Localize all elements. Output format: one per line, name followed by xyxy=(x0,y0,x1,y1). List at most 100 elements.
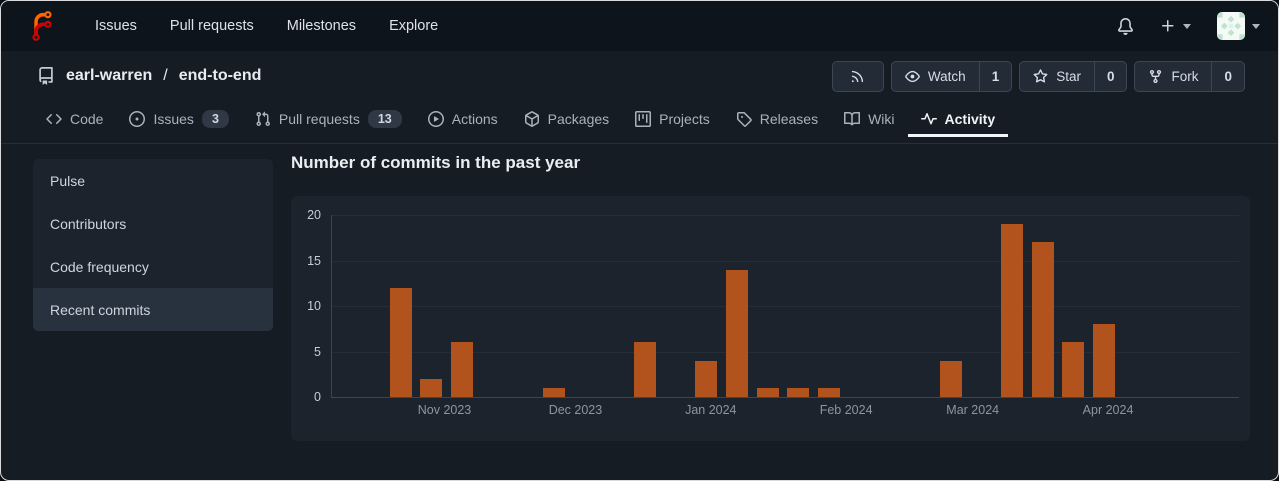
commit-bar[interactable] xyxy=(939,360,962,397)
nav-link-milestones[interactable]: Milestones xyxy=(286,18,357,34)
tab-issues[interactable]: Issues 3 xyxy=(116,101,241,137)
x-axis-month-label: Dec 2023 xyxy=(548,403,603,417)
nav-link-explore[interactable]: Explore xyxy=(389,18,439,34)
repo-action-buttons: Watch 1 Star 0 Fork xyxy=(831,60,1245,92)
nav-link-pull-requests[interactable]: Pull requests xyxy=(169,18,254,34)
repo-separator: / xyxy=(163,67,168,84)
sidebar-item-code-frequency[interactable]: Code frequency xyxy=(50,258,149,275)
commit-bar[interactable] xyxy=(1001,224,1023,397)
fork-button[interactable]: Fork 0 xyxy=(1134,60,1245,92)
repo-tab-bar: Code Issues 3 Pull requests 13 Actions P… xyxy=(1,101,1278,144)
plus-icon xyxy=(1160,18,1176,34)
pulse-icon xyxy=(920,111,937,127)
star-icon xyxy=(1033,68,1048,84)
sidebar-item-recent-commits[interactable]: Recent commits xyxy=(33,288,273,331)
star-button-label: Star xyxy=(1056,68,1081,84)
y-axis-tick-label: 0 xyxy=(314,390,321,404)
tab-pull-requests[interactable]: Pull requests 13 xyxy=(242,101,415,137)
commit-bar[interactable] xyxy=(787,387,810,397)
nav-link-issues[interactable]: Issues xyxy=(95,18,137,34)
tab-activity[interactable]: Activity xyxy=(907,101,1009,137)
activity-content: Pulse Contributors Code frequency Recent… xyxy=(1,144,1278,441)
issues-count-badge: 3 xyxy=(201,110,229,128)
user-menu[interactable] xyxy=(1217,12,1260,40)
commit-bar[interactable] xyxy=(695,360,718,397)
commit-bar[interactable] xyxy=(634,342,657,397)
repo-owner-link[interactable]: earl-warren xyxy=(66,67,153,84)
repo-icon xyxy=(37,67,55,85)
gridline-y-5 xyxy=(331,351,1239,353)
watch-button-label: Watch xyxy=(927,68,966,84)
gridline-y-0 xyxy=(331,397,1239,398)
navbar-links: Issues Pull requests Milestones Explore xyxy=(95,18,438,34)
commit-bar[interactable] xyxy=(1031,242,1054,397)
y-axis-tick-label: 15 xyxy=(307,253,321,268)
play-circle-icon xyxy=(427,111,444,127)
tab-label: Wiki xyxy=(868,111,895,127)
commit-bar[interactable] xyxy=(389,287,412,397)
commit-bar[interactable] xyxy=(1062,342,1085,397)
sidebar-item-contributors[interactable]: Contributors xyxy=(50,215,127,232)
commit-bar[interactable] xyxy=(725,269,748,397)
tab-code[interactable]: Code xyxy=(33,101,116,137)
tab-wiki[interactable]: Wiki xyxy=(831,101,907,137)
x-axis-month-label: Mar 2024 xyxy=(946,403,1000,417)
package-icon xyxy=(524,111,540,127)
star-count[interactable]: 0 xyxy=(1093,61,1127,91)
bell-icon[interactable] xyxy=(1117,17,1134,35)
top-navbar: Issues Pull requests Milestones Explore xyxy=(1,1,1278,51)
watch-button[interactable]: Watch 1 xyxy=(890,60,1013,92)
tag-icon xyxy=(736,111,752,127)
create-new-menu[interactable] xyxy=(1160,18,1191,34)
rss-feed-button[interactable] xyxy=(831,60,884,92)
x-axis-month-label: Apr 2024 xyxy=(1082,403,1134,417)
git-fork-icon xyxy=(1148,69,1163,84)
gridline-y-15 xyxy=(331,260,1239,262)
watch-count[interactable]: 1 xyxy=(978,61,1012,91)
activity-sidebar: Pulse Contributors Code frequency Recent… xyxy=(33,159,273,331)
forgejo-logo[interactable] xyxy=(27,11,57,41)
repo-header: earl-warren / end-to-end Watch 1 xyxy=(1,51,1278,101)
x-axis-month-label: Feb 2024 xyxy=(819,403,873,417)
recent-commits-section: Number of commits in the past year 0 5 10 1… xyxy=(291,151,1250,441)
tab-label: Issues xyxy=(153,111,194,127)
tab-label: Code xyxy=(70,111,104,127)
tab-packages[interactable]: Packages xyxy=(511,101,622,137)
tab-label: Packages xyxy=(547,111,610,127)
y-axis-line xyxy=(331,215,332,397)
git-pull-request-icon xyxy=(255,111,271,127)
caret-down-icon xyxy=(1252,23,1260,29)
commit-bar[interactable] xyxy=(756,387,779,397)
pull-requests-count-badge: 13 xyxy=(367,110,402,128)
commit-bar[interactable] xyxy=(542,387,565,397)
tab-label: Actions xyxy=(451,111,498,127)
tab-projects[interactable]: Projects xyxy=(622,101,723,137)
fork-count[interactable]: 0 xyxy=(1211,61,1244,91)
star-button[interactable]: Star 0 xyxy=(1019,60,1128,92)
fork-button-label: Fork xyxy=(1171,68,1199,84)
sidebar-item-pulse[interactable]: Pulse xyxy=(50,172,86,189)
x-axis-month-label: Jan 2024 xyxy=(685,403,737,417)
tab-label: Releases xyxy=(759,111,819,127)
commit-bar[interactable] xyxy=(1092,324,1115,397)
user-avatar xyxy=(1217,12,1245,40)
gridline-y-10 xyxy=(331,306,1239,307)
navbar-right xyxy=(1117,12,1260,40)
commit-bar[interactable] xyxy=(420,378,443,397)
issue-opened-icon xyxy=(129,111,146,127)
repo-name-link[interactable]: end-to-end xyxy=(178,67,262,84)
tab-label: Projects xyxy=(659,111,710,127)
chart-title: Number of commits in the past year xyxy=(291,153,581,172)
commit-bar[interactable] xyxy=(817,387,840,397)
commit-bar[interactable] xyxy=(450,342,473,397)
project-icon xyxy=(635,111,652,127)
y-axis-tick-label: 5 xyxy=(314,344,321,359)
tab-releases[interactable]: Releases xyxy=(723,101,831,137)
eye-icon xyxy=(905,69,920,84)
gridline-y-20 xyxy=(331,215,1239,216)
y-axis-tick-label: 20 xyxy=(307,208,321,222)
x-axis-month-label: Nov 2023 xyxy=(417,403,472,417)
tab-actions[interactable]: Actions xyxy=(415,101,511,137)
book-icon xyxy=(844,111,861,127)
